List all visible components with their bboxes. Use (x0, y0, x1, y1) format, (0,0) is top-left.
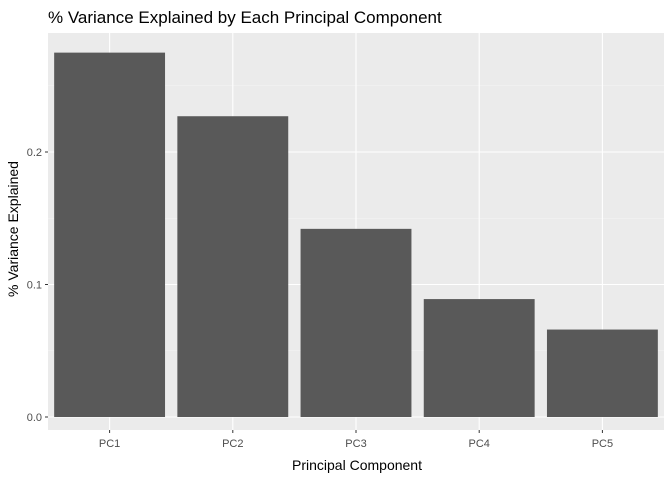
bar-pc5 (546, 329, 658, 417)
x-tick-label: PC5 (592, 438, 613, 450)
x-axis-title: Principal Component (292, 457, 422, 473)
y-axis: 0.0 0.1 0.2 (27, 147, 48, 424)
x-tick-label: PC1 (99, 438, 120, 450)
bars (54, 52, 658, 417)
bar-pc2 (177, 116, 289, 417)
bar-pc3 (300, 228, 412, 417)
chart-title: % Variance Explained by Each Principal C… (48, 8, 442, 27)
x-tick-label: PC2 (222, 438, 243, 450)
y-tick-label: 0.1 (27, 280, 42, 292)
y-tick-label: 0.2 (27, 147, 42, 159)
x-tick-label: PC4 (468, 438, 489, 450)
x-axis: PC1 PC2 PC3 PC4 PC5 (99, 430, 613, 450)
bar-pc1 (54, 52, 166, 417)
y-tick-label: 0.0 (27, 412, 42, 424)
y-axis-title: % Variance Explained (5, 161, 21, 297)
x-tick-label: PC3 (345, 438, 366, 450)
bar-pc4 (423, 299, 535, 417)
